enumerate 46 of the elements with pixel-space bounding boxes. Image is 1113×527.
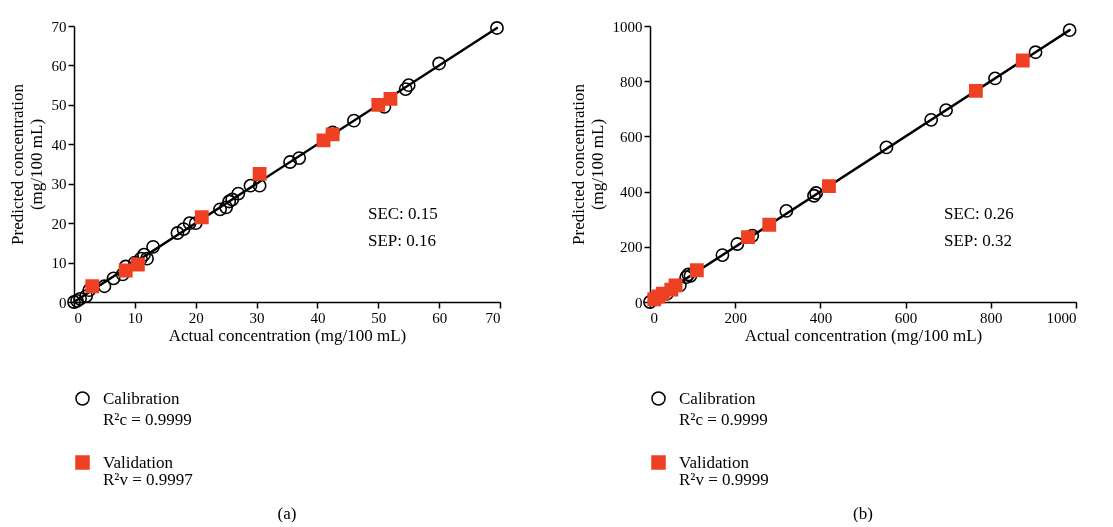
x-tick-label: 0 — [74, 309, 82, 326]
x-tick-label: 800 — [980, 309, 1003, 326]
text: (a) — [277, 504, 297, 523]
y-tick-label: 800 — [620, 73, 643, 90]
y-tick-label: 0 — [635, 294, 643, 311]
text: R²c = 0.9999 — [103, 410, 192, 429]
x-tick-label: 70 — [485, 309, 501, 326]
y-tick-label: 10 — [51, 255, 67, 272]
legend-label: Validation — [103, 452, 174, 472]
text: (b) — [853, 504, 873, 523]
annotation: SEP: 0.32 — [943, 231, 1012, 251]
y-tick-label: 0 — [59, 294, 67, 311]
x-tick-label: 0 — [650, 309, 658, 326]
y-tick-label: 40 — [51, 136, 67, 153]
y-tick-label: 30 — [51, 176, 67, 193]
x-tick-label: 200 — [724, 309, 747, 326]
legend-label: Calibration — [679, 388, 756, 408]
x-tick-label: 40 — [310, 309, 326, 326]
text: R²c = 0.9999 — [679, 410, 768, 429]
y-tick-label: 50 — [51, 97, 67, 114]
x-tick-label: 10 — [127, 309, 143, 326]
annotation: SEC: 0.26 — [943, 203, 1014, 223]
legend-label: Validation — [679, 452, 750, 472]
x-axis-title: Actual concentration (mg/100 mL) — [744, 325, 983, 345]
x-tick-label: 30 — [249, 309, 265, 326]
y-axis-title: Predicted concentration (mg/100 mL) — [7, 83, 46, 245]
x-tick-label: 60 — [432, 309, 448, 326]
text: R²v = 0.9997 — [103, 470, 194, 489]
annotation: SEC: 0.15 — [367, 203, 438, 223]
y-tick-label: 600 — [620, 128, 643, 145]
y-axis-title: Predicted concentration (mg/100 mL) — [568, 83, 607, 245]
y-tick-label: 200 — [620, 239, 643, 256]
x-tick-label: 1000 — [1046, 309, 1077, 326]
x-tick-label: 400 — [809, 309, 833, 326]
text: R²v = 0.9999 — [679, 470, 769, 489]
x-tick-label: 50 — [371, 309, 387, 326]
y-tick-label: 70 — [51, 18, 67, 35]
legend-label: Calibration — [103, 388, 180, 408]
y-tick-label: 20 — [51, 215, 67, 232]
x-axis-title: Actual concentration (mg/100 mL) — [168, 325, 407, 345]
y-tick-label: 400 — [620, 184, 643, 201]
annotation: SEP: 0.16 — [367, 231, 436, 251]
y-tick-label: 60 — [51, 57, 67, 74]
y-tick-label: 1000 — [612, 18, 643, 35]
x-tick-label: 20 — [188, 309, 204, 326]
x-tick-label: 600 — [894, 309, 918, 326]
